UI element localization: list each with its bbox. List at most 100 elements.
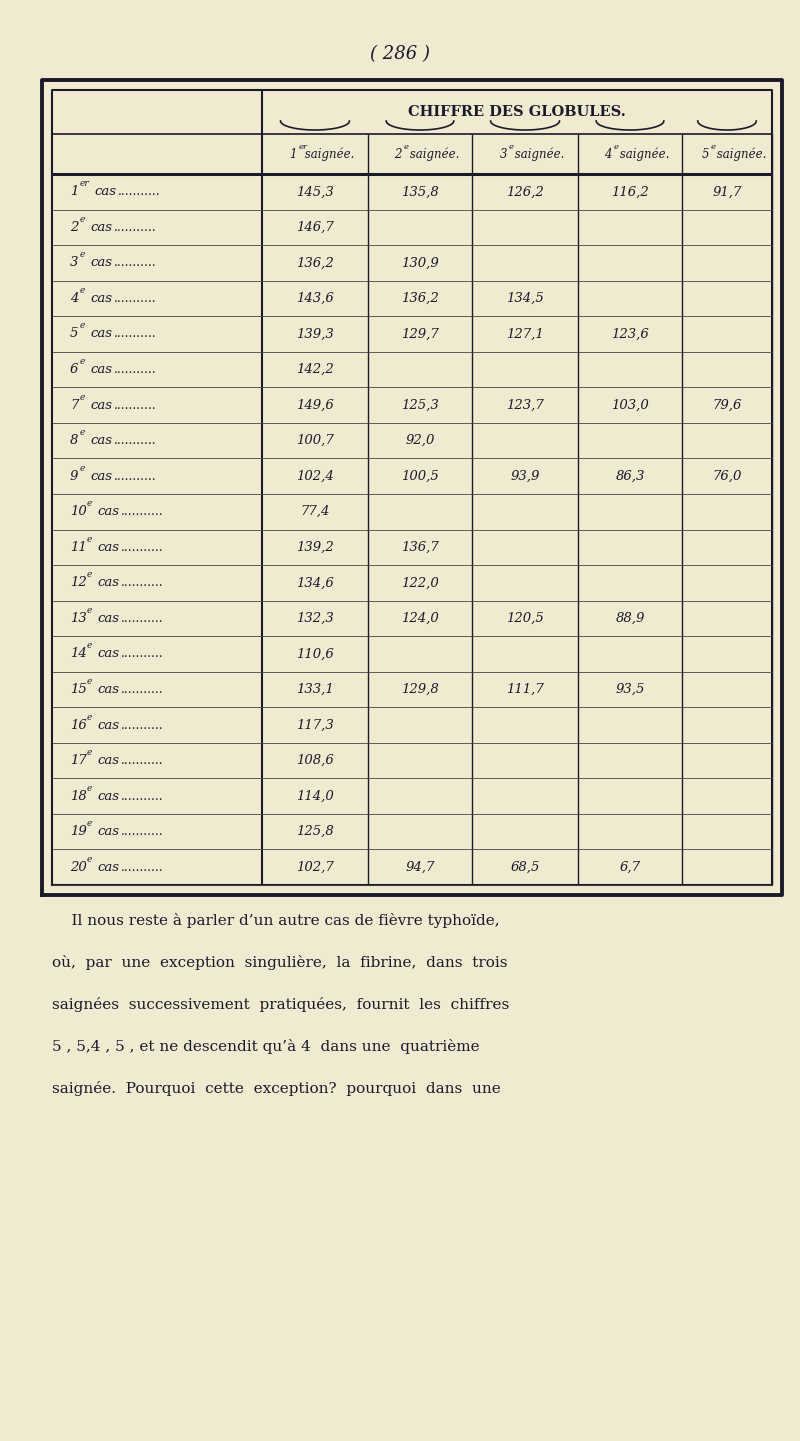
Text: e: e xyxy=(80,321,86,330)
Text: 100,7: 100,7 xyxy=(296,434,334,447)
Text: 136,7: 136,7 xyxy=(401,540,439,553)
Text: e: e xyxy=(711,143,716,151)
Text: 108,6: 108,6 xyxy=(296,754,334,767)
Text: 2: 2 xyxy=(394,147,402,160)
Text: ( 286 ): ( 286 ) xyxy=(370,45,430,63)
Text: 5: 5 xyxy=(70,327,78,340)
Text: ...........: ........... xyxy=(121,860,164,873)
Text: ...........: ........... xyxy=(121,647,164,660)
Text: e: e xyxy=(87,712,92,722)
Text: 6: 6 xyxy=(70,363,78,376)
Text: 12: 12 xyxy=(70,576,86,589)
Text: e: e xyxy=(87,499,92,509)
Text: 102,4: 102,4 xyxy=(296,470,334,483)
Text: 3: 3 xyxy=(499,147,507,160)
Text: e: e xyxy=(80,357,86,366)
Text: 79,6: 79,6 xyxy=(712,399,742,412)
Text: 1: 1 xyxy=(70,186,78,199)
Text: ...........: ........... xyxy=(121,790,164,803)
Text: 88,9: 88,9 xyxy=(615,612,645,625)
Text: cas: cas xyxy=(97,683,119,696)
Text: 14: 14 xyxy=(70,647,86,660)
Text: 91,7: 91,7 xyxy=(712,186,742,199)
Text: e: e xyxy=(80,215,86,223)
Text: ...........: ........... xyxy=(114,434,157,447)
Text: cas: cas xyxy=(97,790,119,803)
Text: e: e xyxy=(87,784,92,793)
Text: ...........: ........... xyxy=(114,256,157,269)
Text: cas: cas xyxy=(97,647,119,660)
Text: Il nous reste à parler d’un autre cas de fièvre typhoïde,: Il nous reste à parler d’un autre cas de… xyxy=(52,914,500,928)
Text: 149,6: 149,6 xyxy=(296,399,334,412)
Text: 122,0: 122,0 xyxy=(401,576,439,589)
Text: e: e xyxy=(87,855,92,863)
Text: 117,3: 117,3 xyxy=(296,719,334,732)
Text: ...........: ........... xyxy=(114,293,157,305)
Text: e: e xyxy=(87,535,92,543)
Text: e: e xyxy=(404,143,409,151)
Text: ...........: ........... xyxy=(121,612,164,625)
Text: 136,2: 136,2 xyxy=(401,293,439,305)
Text: 4: 4 xyxy=(605,147,612,160)
Text: 135,8: 135,8 xyxy=(401,186,439,199)
Text: 123,6: 123,6 xyxy=(611,327,649,340)
Text: ...........: ........... xyxy=(121,719,164,732)
Text: er: er xyxy=(80,179,90,189)
Text: 125,8: 125,8 xyxy=(296,826,334,839)
Text: er: er xyxy=(299,143,308,151)
Text: 139,3: 139,3 xyxy=(296,327,334,340)
Text: CHIFFRE DES GLOBULES.: CHIFFRE DES GLOBULES. xyxy=(408,105,626,120)
Text: e: e xyxy=(87,605,92,615)
Text: saignée.: saignée. xyxy=(713,147,766,161)
Text: 11: 11 xyxy=(70,540,86,553)
Text: 77,4: 77,4 xyxy=(300,506,330,519)
Text: e: e xyxy=(509,143,514,151)
Text: 20: 20 xyxy=(70,860,86,873)
Text: ...........: ........... xyxy=(121,683,164,696)
Text: 93,5: 93,5 xyxy=(615,683,645,696)
Text: 127,1: 127,1 xyxy=(506,327,544,340)
Text: 18: 18 xyxy=(70,790,86,803)
Text: 93,9: 93,9 xyxy=(510,470,540,483)
Text: saignées  successivement  pratiquées,  fournit  les  chiffres: saignées successivement pratiquées, four… xyxy=(52,997,510,1012)
Text: e: e xyxy=(80,464,86,473)
Text: 86,3: 86,3 xyxy=(615,470,645,483)
Text: 94,7: 94,7 xyxy=(406,860,434,873)
Text: 5 , 5,4 , 5 , et ne descendit qu’à 4  dans une  quatrième: 5 , 5,4 , 5 , et ne descendit qu’à 4 dan… xyxy=(52,1039,480,1053)
Text: cas: cas xyxy=(90,327,112,340)
Text: e: e xyxy=(80,251,86,259)
Text: e: e xyxy=(87,641,92,650)
Text: 6,7: 6,7 xyxy=(619,860,641,873)
Text: cas: cas xyxy=(97,719,119,732)
Text: cas: cas xyxy=(97,826,119,839)
Text: 1: 1 xyxy=(290,147,297,160)
Text: 123,7: 123,7 xyxy=(506,399,544,412)
Text: 7: 7 xyxy=(70,399,78,412)
Text: 102,7: 102,7 xyxy=(296,860,334,873)
Text: 136,2: 136,2 xyxy=(296,256,334,269)
Text: ...........: ........... xyxy=(114,363,157,376)
Text: ...........: ........... xyxy=(114,220,157,233)
Text: cas: cas xyxy=(90,363,112,376)
Text: cas: cas xyxy=(97,576,119,589)
Text: ...........: ........... xyxy=(121,576,164,589)
Text: ...........: ........... xyxy=(121,540,164,553)
Text: cas: cas xyxy=(97,860,119,873)
Text: ...........: ........... xyxy=(114,399,157,412)
Text: 129,7: 129,7 xyxy=(401,327,439,340)
Text: e: e xyxy=(87,677,92,686)
Text: cas: cas xyxy=(90,256,112,269)
Text: 146,7: 146,7 xyxy=(296,220,334,233)
Text: 16: 16 xyxy=(70,719,86,732)
Text: cas: cas xyxy=(90,399,112,412)
Text: ...........: ........... xyxy=(118,186,161,199)
Text: cas: cas xyxy=(90,293,112,305)
Text: saignée.: saignée. xyxy=(301,147,354,161)
Text: 17: 17 xyxy=(70,754,86,767)
Text: 129,8: 129,8 xyxy=(401,683,439,696)
Text: 133,1: 133,1 xyxy=(296,683,334,696)
Text: 126,2: 126,2 xyxy=(506,186,544,199)
Text: 76,0: 76,0 xyxy=(712,470,742,483)
Text: 111,7: 111,7 xyxy=(506,683,544,696)
Text: cas: cas xyxy=(97,506,119,519)
